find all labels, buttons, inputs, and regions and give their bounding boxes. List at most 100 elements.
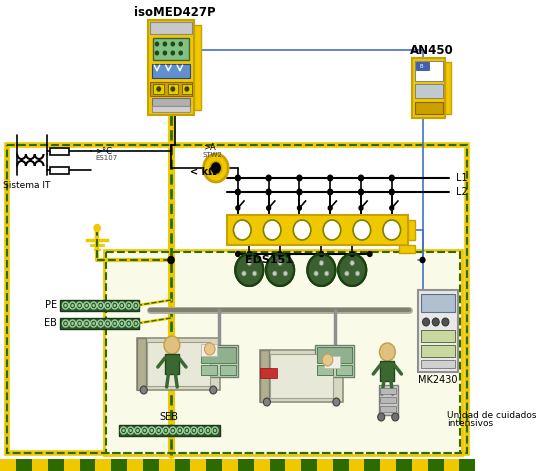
Circle shape [113, 322, 116, 325]
Circle shape [143, 429, 146, 432]
Circle shape [420, 258, 425, 262]
Circle shape [113, 304, 116, 307]
Circle shape [171, 87, 174, 91]
Circle shape [165, 429, 167, 432]
Bar [460, 459, 476, 471]
Bar [16, 459, 32, 471]
Circle shape [392, 413, 399, 421]
Circle shape [235, 254, 264, 286]
Circle shape [338, 254, 366, 286]
Bar [201, 365, 217, 375]
Bar [148, 20, 194, 115]
Circle shape [99, 322, 102, 325]
Circle shape [127, 322, 130, 325]
Circle shape [389, 189, 394, 195]
Bar [60, 300, 139, 311]
Circle shape [157, 87, 160, 91]
Circle shape [235, 252, 240, 257]
Bar [260, 350, 268, 402]
Circle shape [380, 343, 395, 361]
Text: >°C: >°C [96, 146, 112, 155]
Bar [153, 84, 164, 94]
Bar [315, 345, 354, 377]
Ellipse shape [322, 354, 333, 366]
Text: PE: PE [45, 300, 57, 310]
Circle shape [134, 322, 137, 325]
Bar [137, 338, 146, 390]
Circle shape [283, 271, 288, 276]
Circle shape [186, 429, 188, 432]
Bar [201, 344, 217, 356]
Bar [421, 345, 455, 357]
Circle shape [328, 189, 333, 195]
Bar [127, 459, 143, 471]
Circle shape [359, 189, 363, 195]
Bar [64, 459, 80, 471]
Bar [399, 245, 415, 253]
Circle shape [432, 318, 439, 326]
Circle shape [179, 51, 183, 55]
Circle shape [297, 189, 302, 195]
Bar [380, 406, 396, 412]
Circle shape [345, 271, 349, 276]
Bar [269, 459, 286, 471]
Bar [174, 459, 191, 471]
Bar [152, 64, 191, 78]
Circle shape [307, 254, 335, 286]
Circle shape [106, 322, 109, 325]
Bar [238, 459, 254, 471]
Bar [96, 459, 112, 471]
Circle shape [252, 271, 257, 276]
Circle shape [122, 429, 125, 432]
Bar [206, 459, 222, 471]
Ellipse shape [353, 220, 370, 240]
Circle shape [235, 189, 240, 195]
Bar [421, 360, 455, 368]
Circle shape [328, 206, 332, 210]
Bar [260, 350, 343, 402]
Text: STW2: STW2 [202, 152, 222, 158]
Ellipse shape [323, 220, 341, 240]
Circle shape [368, 252, 372, 257]
Text: ES107: ES107 [96, 155, 118, 161]
Bar [181, 84, 192, 94]
Circle shape [94, 225, 100, 232]
Bar [349, 459, 365, 471]
Circle shape [247, 260, 252, 266]
Circle shape [193, 429, 195, 432]
Text: EDS151: EDS151 [245, 255, 293, 265]
Circle shape [235, 175, 240, 181]
Circle shape [242, 271, 246, 276]
Circle shape [298, 206, 301, 210]
Circle shape [319, 252, 323, 257]
Bar [152, 98, 191, 106]
Circle shape [129, 429, 132, 432]
Circle shape [78, 304, 81, 307]
Bar [317, 347, 352, 363]
Circle shape [264, 398, 271, 406]
Circle shape [64, 322, 67, 325]
Ellipse shape [210, 162, 221, 174]
Circle shape [389, 175, 394, 181]
Circle shape [92, 322, 95, 325]
Bar [1, 459, 17, 471]
Bar [201, 347, 236, 363]
Bar [222, 459, 238, 471]
Bar [379, 385, 398, 415]
Circle shape [390, 206, 394, 210]
Circle shape [359, 175, 363, 181]
Circle shape [99, 304, 102, 307]
Text: B: B [420, 64, 423, 68]
Bar [159, 459, 175, 471]
Bar [336, 365, 352, 375]
Circle shape [328, 175, 333, 181]
Circle shape [207, 429, 210, 432]
Circle shape [210, 386, 217, 394]
Bar [8, 145, 468, 453]
Circle shape [171, 42, 174, 46]
Circle shape [442, 318, 449, 326]
Bar [301, 459, 318, 471]
Bar [254, 459, 270, 471]
Bar [285, 459, 302, 471]
Circle shape [422, 318, 430, 326]
